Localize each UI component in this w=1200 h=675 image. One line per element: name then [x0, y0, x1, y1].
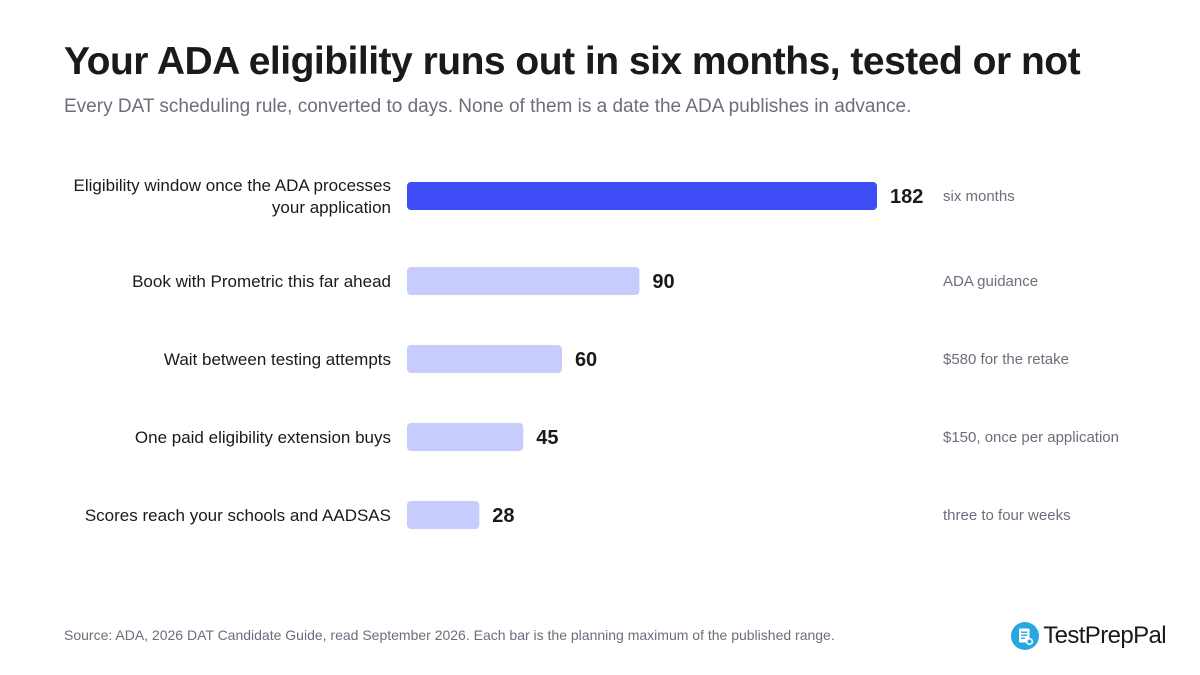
brand-logo: TestPrepPal	[1011, 619, 1167, 653]
bar-row: Book with Prometric this far ahead 90 ADA …	[132, 267, 1038, 295]
bar	[407, 182, 877, 210]
bar-annotation: $150, once per application	[943, 429, 1119, 446]
bar-row: Scores reach your schools and AADSAS 28 th…	[85, 501, 1071, 529]
data-label: 45	[536, 427, 558, 449]
category-label: Eligibility window once the ADA processe…	[74, 176, 392, 195]
bar	[407, 345, 562, 373]
bar	[407, 423, 524, 451]
bar	[407, 501, 480, 529]
brand-name: TestPrepPal	[1043, 622, 1166, 649]
category-label: your application	[272, 198, 391, 217]
source-note: Source: ADA, 2026 DAT Candidate Guide, r…	[64, 627, 835, 643]
category-label: Wait between testing attempts	[164, 350, 391, 369]
category-label: Scores reach your schools and AADSAS	[85, 506, 391, 525]
chart-subtitle: Every DAT scheduling rule, converted to …	[64, 96, 912, 117]
bar-annotation: $580 for the retake	[943, 351, 1069, 368]
bar-chart: Eligibility window once the ADA processe…	[74, 176, 1119, 529]
data-label: 28	[492, 505, 514, 527]
bar-row: One paid eligibility extension buys 45 $15…	[135, 423, 1119, 451]
chart-title: Your ADA eligibility runs out in six mon…	[64, 40, 1081, 83]
bar-row: Wait between testing attempts 60 $580 for …	[164, 345, 1069, 373]
bar	[407, 267, 640, 295]
bar-row: Eligibility window once the ADA processe…	[74, 176, 1015, 217]
category-label: One paid eligibility extension buys	[135, 428, 391, 447]
bar-annotation: six months	[943, 188, 1015, 205]
bar-annotation: three to four weeks	[943, 507, 1071, 524]
data-label: 182	[890, 186, 923, 208]
data-label: 90	[652, 271, 674, 293]
bar-annotation: ADA guidance	[943, 273, 1038, 290]
data-label: 60	[575, 349, 597, 371]
category-label: Book with Prometric this far ahead	[132, 272, 391, 291]
document-badge-icon	[1011, 622, 1040, 650]
